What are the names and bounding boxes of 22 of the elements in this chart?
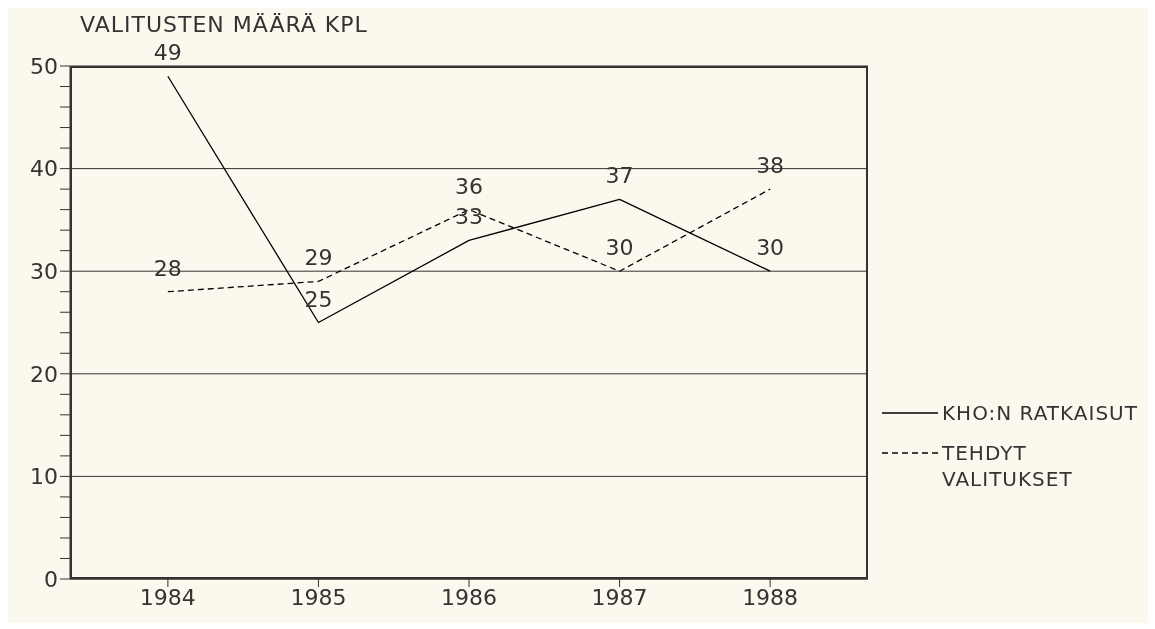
legend-label: TEHDYT VALITUKSET [942, 440, 1074, 492]
x-tick-label: 1988 [742, 584, 799, 610]
y-tick-label: 10 [30, 464, 58, 490]
data-label: 30 [605, 235, 634, 261]
y-tick-label: 20 [30, 361, 58, 387]
data-label: 25 [304, 286, 333, 312]
y-tick-label: 40 [30, 156, 58, 182]
x-tick-label: 1984 [139, 584, 196, 610]
data-label: 37 [605, 163, 634, 189]
y-tick-label: 30 [30, 259, 58, 285]
y-tick-label: 50 [30, 53, 58, 79]
chart-title: VALITUSTEN MÄÄRÄ KPL [80, 12, 368, 37]
data-label: 36 [455, 173, 483, 199]
x-tick-label: 1987 [591, 584, 648, 610]
data-label: 33 [455, 204, 483, 230]
data-label: 30 [756, 235, 785, 261]
data-label: 29 [304, 245, 333, 271]
x-tick-label: 1986 [441, 584, 497, 610]
data-label: 49 [153, 40, 182, 66]
legend-label: KHO:N RATKAISUT [942, 400, 1139, 426]
x-tick-label: 1985 [290, 584, 347, 610]
y-tick-label: 0 [44, 566, 58, 592]
